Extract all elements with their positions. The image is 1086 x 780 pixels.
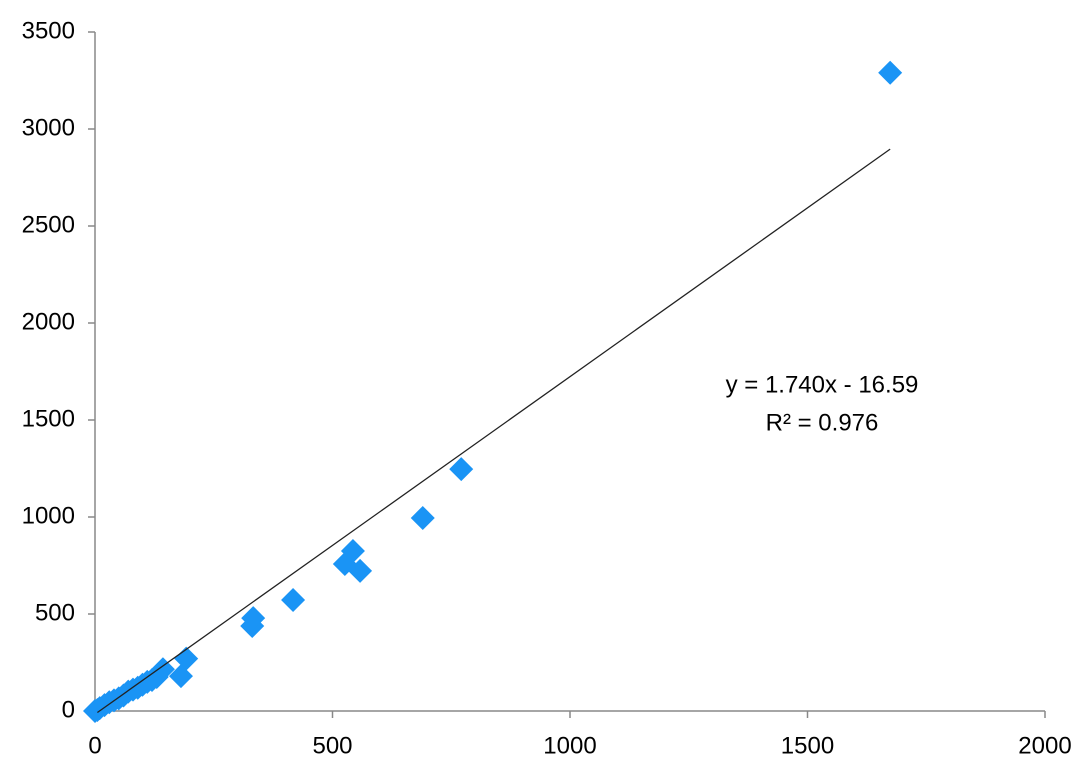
point bbox=[410, 505, 435, 530]
trendline bbox=[96, 148, 891, 714]
point bbox=[168, 664, 193, 689]
x-tick-label: 500 bbox=[312, 732, 352, 759]
point bbox=[340, 538, 365, 563]
x-tick-label: 0 bbox=[88, 732, 101, 759]
point bbox=[241, 606, 266, 631]
y-tick-label: 1500 bbox=[22, 405, 75, 432]
point bbox=[150, 657, 175, 682]
y-tick-label: 2000 bbox=[22, 308, 75, 335]
point bbox=[878, 60, 903, 85]
y-tick-label: 3000 bbox=[22, 114, 75, 141]
point bbox=[449, 457, 474, 482]
y-tick-label: 2500 bbox=[22, 211, 75, 238]
point bbox=[348, 558, 373, 583]
x-tick-label: 1000 bbox=[543, 732, 596, 759]
point bbox=[281, 588, 306, 613]
point bbox=[174, 646, 199, 671]
y-tick-label: 500 bbox=[35, 599, 75, 626]
x-tick-label: 2000 bbox=[1018, 732, 1071, 759]
x-tick-label: 1500 bbox=[781, 732, 834, 759]
y-tick-label: 1000 bbox=[22, 502, 75, 529]
y-tick-label: 3500 bbox=[22, 17, 75, 44]
trendline-equation: y = 1.740x - 16.59 bbox=[726, 371, 919, 398]
trendline-r2: R² = 0.976 bbox=[766, 409, 879, 436]
y-tick-label: 0 bbox=[62, 696, 75, 723]
